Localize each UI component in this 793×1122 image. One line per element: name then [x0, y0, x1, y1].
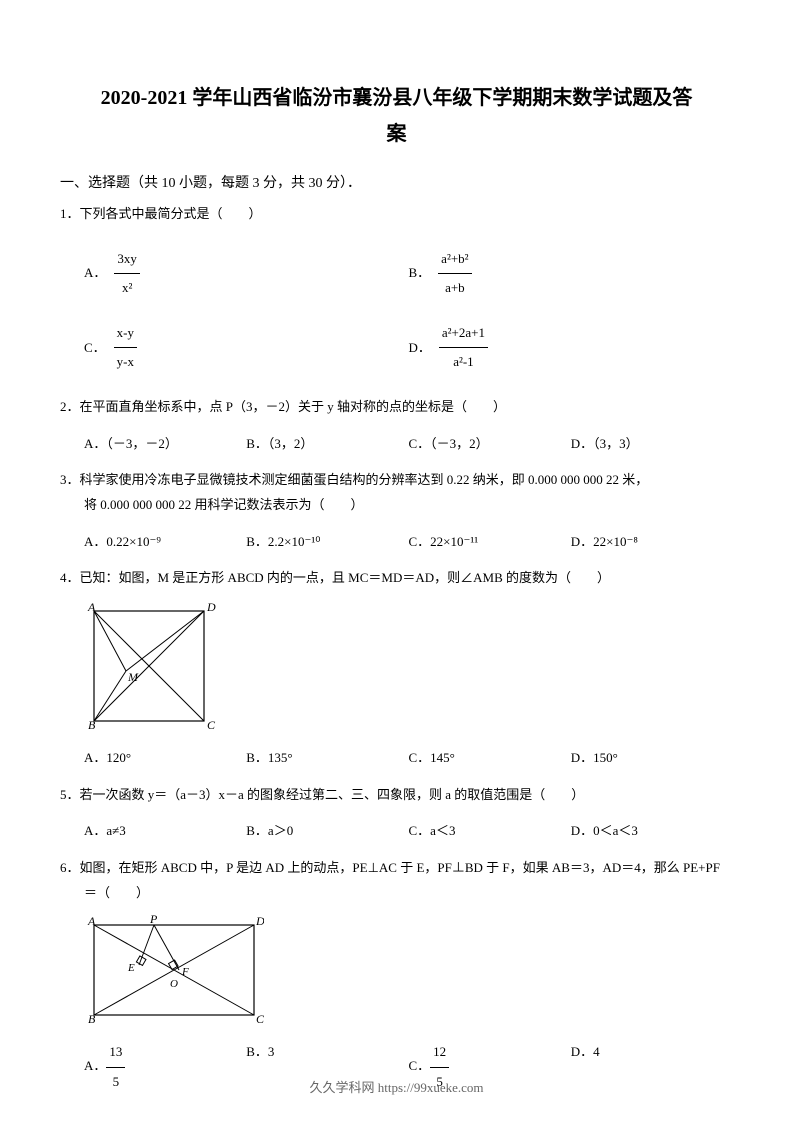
q5-options: A．a≠3 B．a＞0 C．a＜3 D．0＜a＜3: [60, 817, 733, 846]
q3-stem: 3．科学家使用冷冻电子显微镜技术测定细菌蛋白结构的分辨率达到 0.22 纳米，即…: [60, 468, 733, 517]
q1-options: A．3xyx² B．a²+b²a+b C．x-yy-x D．a²+2a+1a²-…: [60, 237, 733, 385]
q2-stem: 2．在平面直角坐标系中，点 P（3，－2）关于 y 轴对称的点的坐标是（ ）: [60, 395, 733, 420]
q3-opt-b[interactable]: B．2.2×10⁻¹⁰: [246, 528, 408, 557]
q3-opt-d[interactable]: D．22×10⁻⁸: [571, 528, 733, 557]
q1-stem: 1．下列各式中最简分式是（ ）: [60, 202, 733, 227]
section-heading: 一、选择题（共 10 小题，每题 3 分，共 30 分）．: [60, 172, 733, 192]
svg-text:C: C: [207, 718, 216, 731]
q5-opt-a[interactable]: A．a≠3: [84, 817, 246, 846]
svg-text:B: B: [88, 718, 96, 731]
q4-opt-c[interactable]: C．145°: [409, 744, 571, 773]
q2-opt-b[interactable]: B．（3，2）: [246, 430, 408, 459]
svg-text:C: C: [256, 1012, 264, 1025]
svg-text:A: A: [87, 601, 96, 614]
q1-opt-d[interactable]: D．a²+2a+1a²-1: [409, 319, 734, 377]
title-line2: 案: [60, 116, 733, 152]
q6-figure: A B C D P E F O: [84, 915, 733, 1030]
q1-opt-b[interactable]: B．a²+b²a+b: [409, 245, 734, 303]
q5-opt-c[interactable]: C．a＜3: [409, 817, 571, 846]
q5-stem: 5．若一次函数 y＝（a－3）x－a 的图象经过第二、三、四象限，则 a 的取值…: [60, 783, 733, 808]
q2-opt-d[interactable]: D．（3，3）: [571, 430, 733, 459]
q4-opt-b[interactable]: B．135°: [246, 744, 408, 773]
q3-opt-c[interactable]: C．22×10⁻¹¹: [409, 528, 571, 557]
q4-figure: A B C D M: [84, 601, 733, 736]
q6-stem: 6．如图，在矩形 ABCD 中，P 是边 AD 上的动点，PE⊥AC 于 E，P…: [60, 856, 733, 905]
svg-text:D: D: [255, 915, 264, 928]
q4-options: A．120° B．135° C．145° D．150°: [60, 744, 733, 773]
q5-opt-d[interactable]: D．0＜a＜3: [571, 817, 733, 846]
q3-opt-a[interactable]: A．0.22×10⁻⁹: [84, 528, 246, 557]
q2-opt-c[interactable]: C．（－3，2）: [409, 430, 571, 459]
footer: 久久学科网 https://99xueke.com: [0, 1077, 793, 1096]
svg-text:P: P: [149, 915, 158, 926]
svg-text:B: B: [88, 1012, 96, 1025]
q4-opt-d[interactable]: D．150°: [571, 744, 733, 773]
q3-options: A．0.22×10⁻⁹ B．2.2×10⁻¹⁰ C．22×10⁻¹¹ D．22×…: [60, 528, 733, 557]
q4-stem: 4．已知：如图，M 是正方形 ABCD 内的一点，且 MC＝MD＝AD，则∠AM…: [60, 566, 733, 591]
q2-opt-a[interactable]: A．（－3，－2）: [84, 430, 246, 459]
svg-text:D: D: [206, 601, 216, 614]
q2-options: A．（－3，－2） B．（3，2） C．（－3，2） D．（3，3）: [60, 430, 733, 459]
q1-opt-c[interactable]: C．x-yy-x: [84, 319, 409, 377]
q4-opt-a[interactable]: A．120°: [84, 744, 246, 773]
svg-text:F: F: [181, 966, 189, 978]
q5-opt-b[interactable]: B．a＞0: [246, 817, 408, 846]
svg-text:E: E: [127, 962, 135, 974]
title-line1: 2020-2021 学年山西省临汾市襄汾县八年级下学期期末数学试题及答: [60, 80, 733, 116]
q1-opt-a[interactable]: A．3xyx²: [84, 245, 409, 303]
svg-text:O: O: [170, 978, 178, 990]
svg-text:M: M: [127, 670, 139, 684]
svg-text:A: A: [87, 915, 96, 928]
